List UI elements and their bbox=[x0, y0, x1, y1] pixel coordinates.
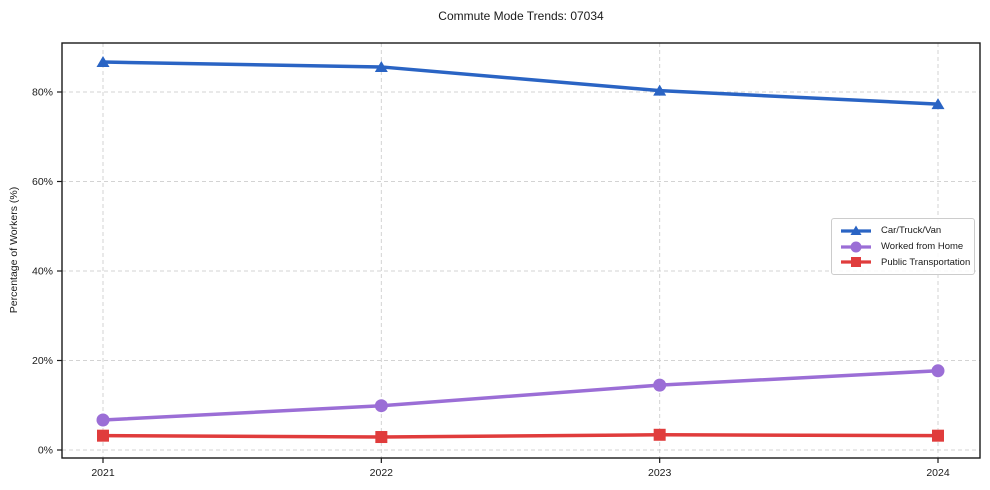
triangle-legend-swatch-icon bbox=[841, 225, 871, 235]
circle-legend-swatch-icon bbox=[841, 241, 871, 252]
x-tick-label: 2023 bbox=[648, 467, 672, 479]
gridlines bbox=[62, 43, 980, 458]
square-marker bbox=[931, 429, 944, 442]
x-tick-label: 2022 bbox=[370, 467, 394, 479]
chart-title: Commute Mode Trends: 07034 bbox=[438, 9, 604, 23]
x-tick-label: 2024 bbox=[926, 467, 950, 479]
series-line bbox=[101, 433, 940, 439]
plot-border bbox=[61, 42, 981, 459]
series-car-truck-van bbox=[96, 56, 945, 110]
square-legend-swatch-icon bbox=[841, 257, 871, 268]
circle-marker bbox=[374, 399, 388, 413]
legend-item: Worked from Home bbox=[839, 239, 967, 255]
legend: Car/Truck/Van Worked from Home Public Tran… bbox=[831, 218, 975, 275]
y-tick-label: 60% bbox=[32, 176, 53, 188]
series-line bbox=[101, 369, 940, 422]
y-tick-label: 0% bbox=[38, 445, 53, 457]
circle-marker bbox=[931, 364, 945, 378]
triangle-marker bbox=[374, 60, 388, 72]
legend-label: Public Transportation bbox=[881, 256, 971, 268]
axes: 0% 20% 40% 60% 80% 2021 2022 2023 2024 bbox=[32, 42, 981, 479]
y-tick-label: 80% bbox=[32, 87, 53, 99]
series-public-transportation bbox=[97, 428, 944, 444]
triangle-marker bbox=[931, 98, 945, 110]
square-marker bbox=[375, 431, 388, 444]
legend-item: Public Transportation bbox=[839, 254, 971, 270]
legend-square-marker bbox=[851, 257, 861, 268]
y-tick-label: 20% bbox=[32, 355, 53, 367]
square-marker bbox=[653, 428, 666, 441]
triangle-marker bbox=[653, 84, 667, 96]
circle-marker bbox=[96, 413, 110, 427]
legend-circle-marker bbox=[850, 241, 862, 252]
legend-item: Car/Truck/Van bbox=[839, 223, 967, 239]
series-worked-from-home bbox=[96, 364, 945, 427]
triangle-marker bbox=[96, 56, 110, 68]
data-series bbox=[96, 56, 945, 444]
square-marker bbox=[97, 429, 109, 442]
legend-triangle-marker bbox=[850, 225, 862, 235]
legend-label: Worked from Home bbox=[881, 241, 964, 252]
circle-marker bbox=[653, 378, 667, 392]
legend-label: Car/Truck/Van bbox=[881, 225, 942, 237]
series-line bbox=[101, 60, 940, 106]
x-tick-label: 2021 bbox=[91, 467, 115, 479]
y-tick-label: 40% bbox=[32, 266, 53, 278]
